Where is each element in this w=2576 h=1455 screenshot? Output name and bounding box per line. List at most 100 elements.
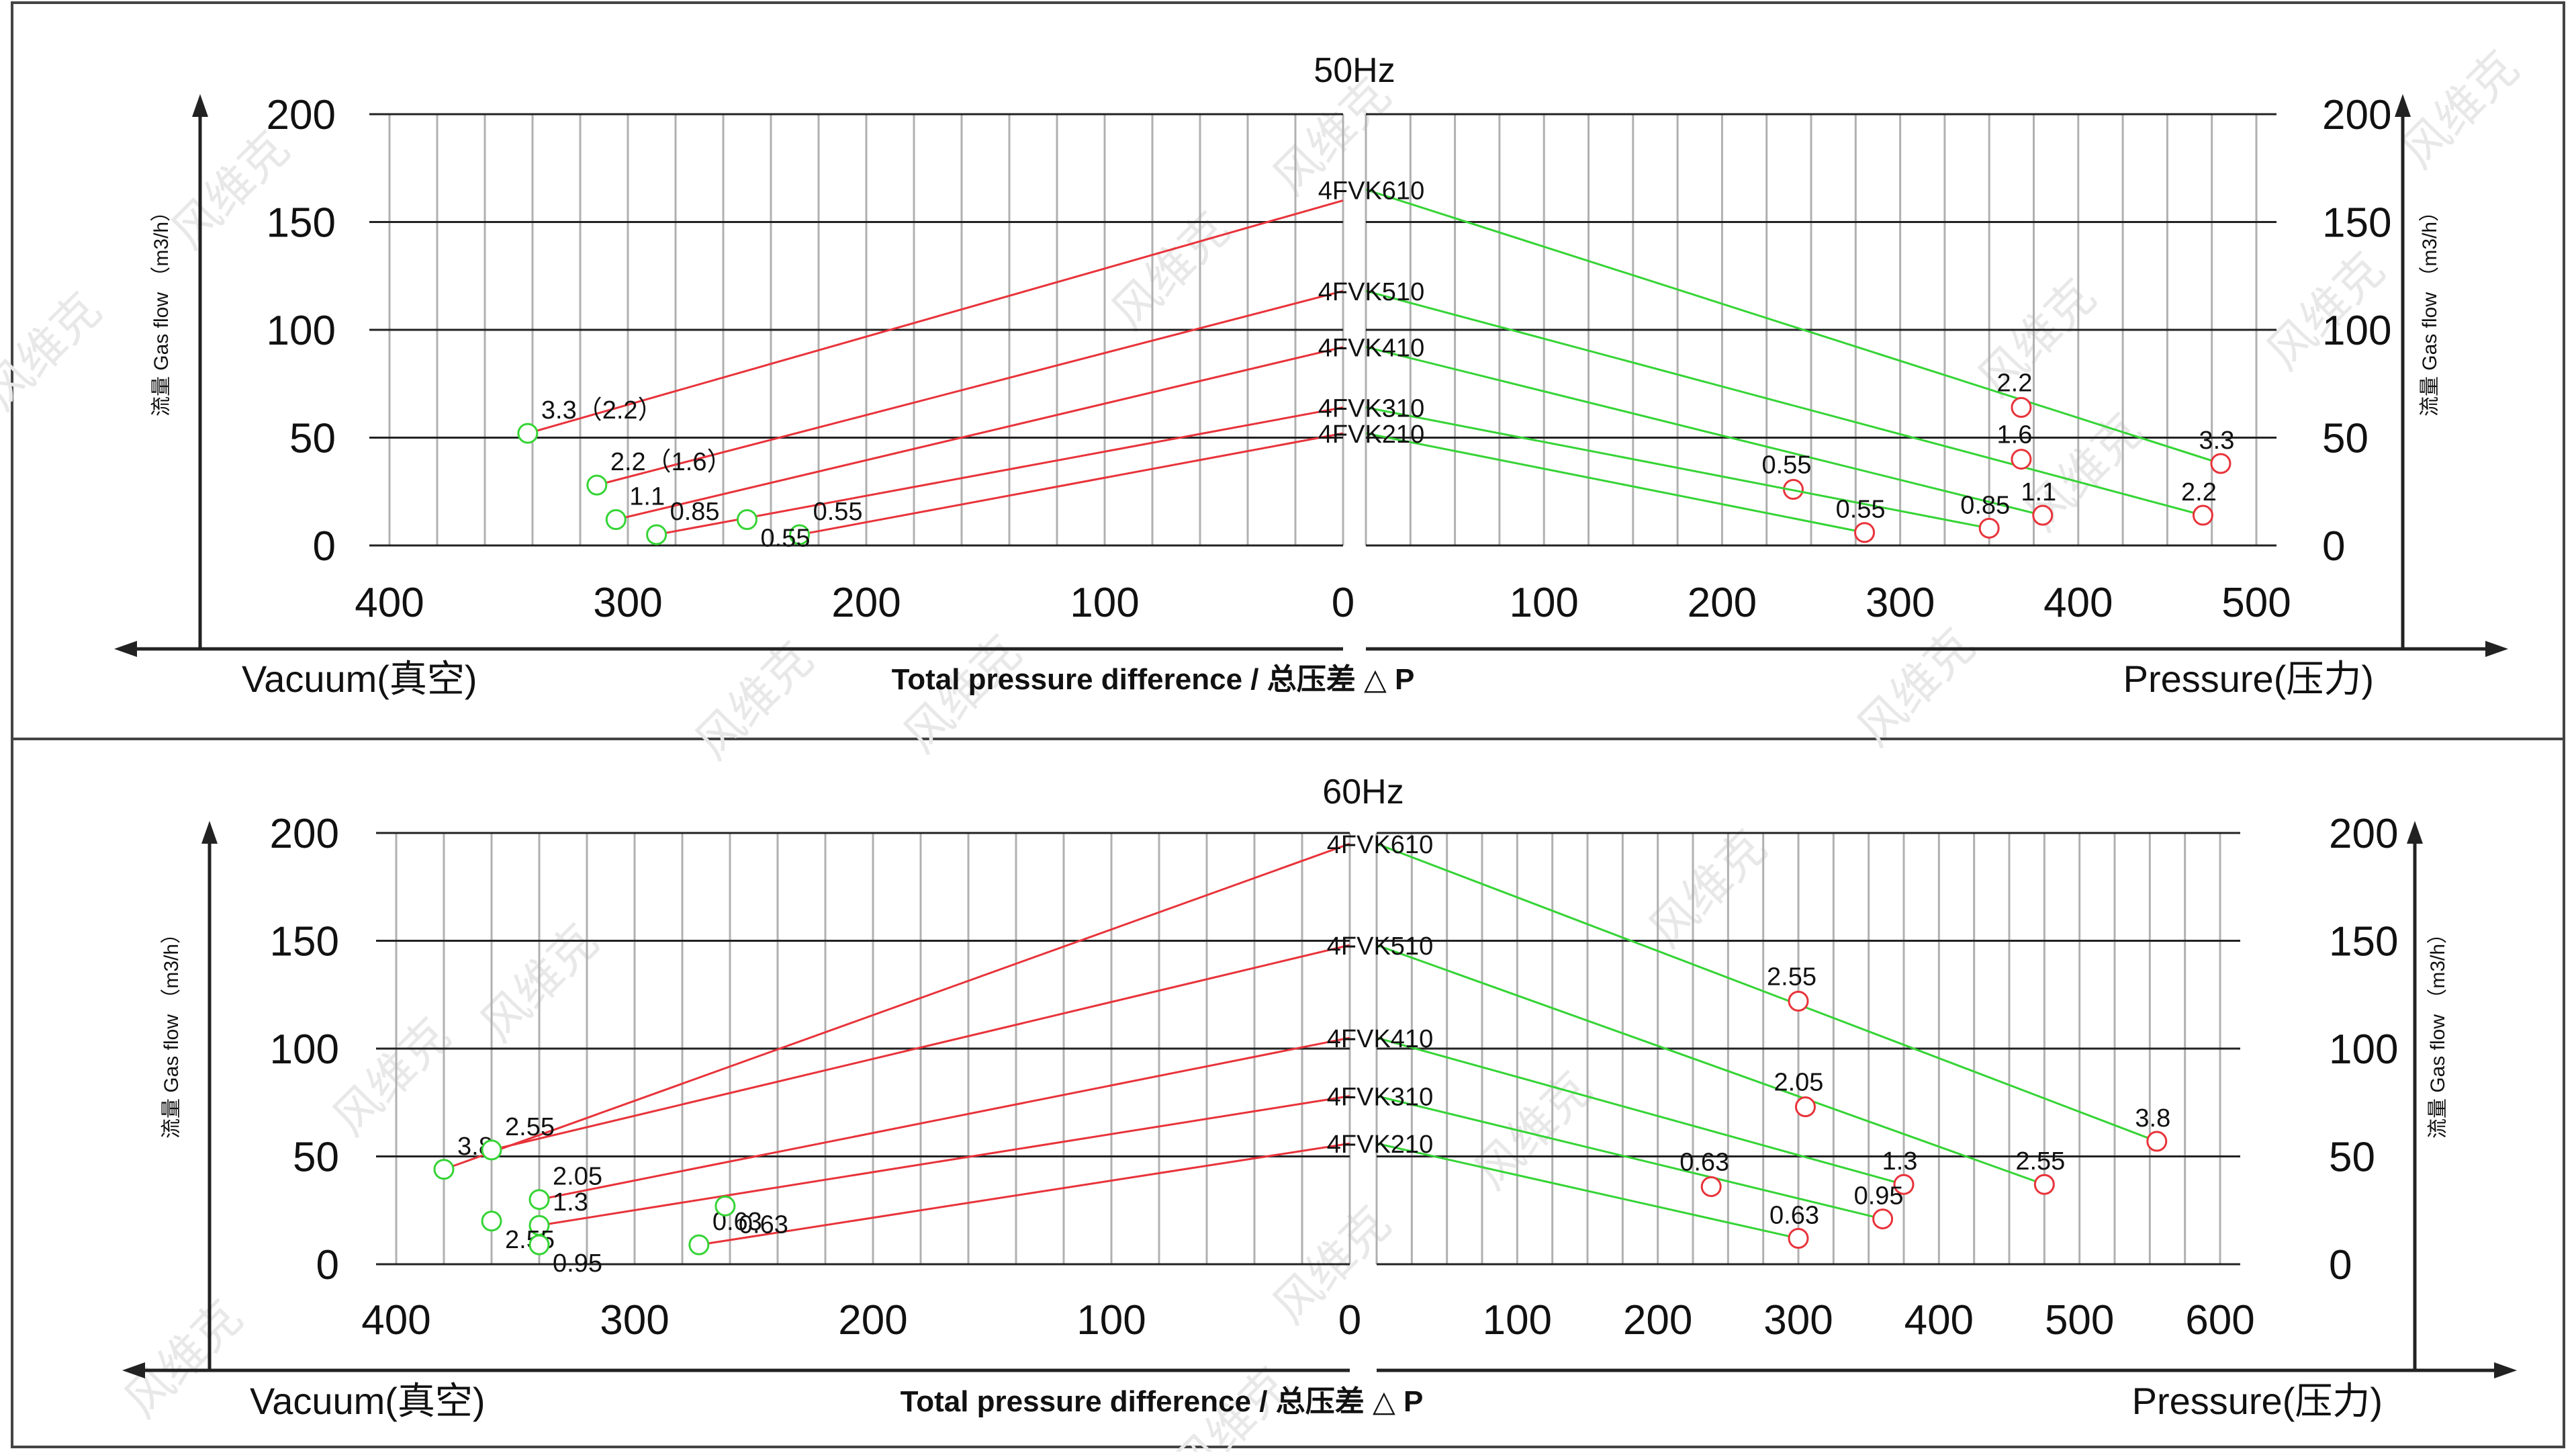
series-name-label: 4FVK510 — [1318, 278, 1424, 306]
data-point-marker — [2192, 504, 2213, 526]
x-tick-label: 0 — [1332, 580, 1354, 626]
vacuum-axis-label: Vacuum(真空) — [242, 658, 477, 700]
data-label: 0.55 — [761, 524, 811, 552]
data-label: 0.55 — [1761, 451, 1811, 480]
outer-frame — [11, 1, 2565, 1448]
watermark-text: 风维克 — [322, 1008, 461, 1146]
data-point-marker — [1978, 517, 2000, 539]
series-name-label: 4FVK310 — [1327, 1084, 1433, 1112]
series-name-label: 4FVK410 — [1327, 1025, 1433, 1053]
series-line-4FVK310-vacuum — [656, 406, 1344, 536]
data-point-marker — [433, 1159, 455, 1180]
watermark-text: 风维克 — [1639, 820, 1777, 958]
series-line-4FVK510-vacuum — [596, 290, 1344, 486]
data-point-marker — [1788, 990, 1809, 1012]
y-tick-label: 200 — [267, 92, 336, 138]
series-line-4FVK310-pressure — [1365, 406, 1990, 529]
series-line-4FVK510-pressure — [1376, 944, 2045, 1186]
data-point-marker — [2210, 453, 2232, 474]
data-label: 2.2 — [1997, 369, 2033, 398]
x-axis-label: Total pressure difference / 总压差 △ P — [892, 663, 1415, 696]
series-name-label: 4FVK410 — [1318, 335, 1424, 363]
data-point-marker — [528, 1234, 550, 1255]
data-point-marker — [528, 1189, 550, 1210]
y-tick-label: 50 — [2322, 416, 2368, 462]
series-line-4FVK610-vacuum — [443, 842, 1350, 1171]
y-axis-label-right: 流量 Gas flow （m3/h） — [2419, 202, 2441, 416]
series-name-label: 4FVK510 — [1327, 932, 1433, 961]
arrow-up-icon — [2395, 94, 2411, 117]
data-label: 2.55 — [2015, 1147, 2065, 1176]
data-point-marker — [517, 423, 539, 444]
x-tick-label: 500 — [2221, 580, 2291, 626]
x-tick-label: 100 — [1076, 1297, 1146, 1343]
series-line-4FVK410-vacuum — [539, 1037, 1350, 1201]
data-point-marker — [1872, 1208, 1894, 1230]
y-tick-label: 150 — [267, 200, 336, 247]
data-label: 0.63 — [1769, 1201, 1819, 1229]
series-line-4FVK210-vacuum — [698, 1142, 1350, 1246]
data-point-marker — [646, 524, 668, 545]
x-tick-label: 400 — [2043, 580, 2113, 626]
series-line-4FVK410-pressure — [1376, 1037, 1904, 1186]
data-label: 0.85 — [1960, 491, 2010, 519]
data-point-marker — [605, 509, 627, 530]
arrow-left-icon — [122, 1362, 145, 1378]
series-line-4FVK510-pressure — [1365, 290, 2203, 517]
x-tick-label: 600 — [2185, 1297, 2254, 1343]
watermark-text: 风维克 — [685, 631, 823, 770]
series-line-4FVK610-vacuum — [527, 199, 1344, 435]
y-tick-label: 50 — [293, 1135, 339, 1181]
arrow-right-icon — [2494, 1362, 2517, 1378]
y-tick-label: 0 — [313, 523, 336, 570]
data-label: 3.8 — [2135, 1104, 2170, 1133]
y-tick-label: 100 — [2322, 308, 2391, 354]
data-point-marker — [1700, 1176, 1722, 1197]
x-tick-label: 200 — [831, 580, 901, 626]
series-line-4FVK610-pressure — [1376, 842, 2158, 1143]
y-tick-label: 150 — [270, 919, 339, 965]
data-label: 0.95 — [1854, 1182, 1904, 1210]
y-tick-label: 150 — [2322, 200, 2391, 247]
data-label: 2.2 — [2181, 478, 2217, 506]
series-name-label: 4FVK310 — [1318, 395, 1424, 423]
y-tick-label: 150 — [2329, 919, 2398, 965]
series-line-4FVK310-vacuum — [539, 1095, 1350, 1227]
y-tick-label: 200 — [270, 811, 339, 857]
data-label: 0.95 — [553, 1249, 602, 1278]
data-point-marker — [2011, 449, 2032, 470]
y-tick-label: 100 — [270, 1026, 339, 1073]
x-tick-label: 100 — [1070, 580, 1139, 626]
arrow-up-icon — [192, 94, 208, 117]
x-tick-label: 400 — [1904, 1297, 1974, 1343]
data-point-marker — [2011, 397, 2032, 418]
series-line-4FVK310-pressure — [1376, 1095, 1883, 1221]
data-point-marker — [481, 1139, 502, 1161]
watermark-text: 风维克 — [114, 1290, 252, 1428]
arrow-left-icon — [114, 641, 137, 657]
data-label: 2.05 — [1774, 1069, 1823, 1097]
y-tick-label: 100 — [2329, 1026, 2398, 1073]
series-name-label: 4FVK610 — [1327, 831, 1433, 859]
watermark-text: 风维克 — [2391, 40, 2529, 179]
data-label: 1.6 — [1997, 421, 2033, 449]
data-point-marker — [481, 1210, 502, 1232]
x-tick-label: 100 — [1509, 580, 1578, 626]
data-label: 1.1 — [629, 482, 665, 511]
series-name-label: 4FVK210 — [1318, 421, 1424, 449]
vacuum-axis-label: Vacuum(真空) — [250, 1380, 486, 1422]
data-point-marker — [2033, 1174, 2055, 1195]
y-axis-label-left: 流量 Gas flow （m3/h） — [160, 924, 183, 1139]
arrow-up-icon — [2407, 821, 2423, 844]
series-line-4FVK210-pressure — [1376, 1142, 1799, 1239]
x-tick-label: 200 — [838, 1297, 907, 1343]
data-label: 1.3 — [1882, 1147, 1918, 1176]
data-label: 0.55 — [813, 498, 863, 526]
x-tick-label: 100 — [1483, 1297, 1552, 1343]
data-point-marker — [2032, 504, 2054, 526]
y-tick-label: 0 — [2329, 1242, 2352, 1288]
data-label: 2.55 — [1767, 963, 1816, 991]
y-tick-label: 0 — [2322, 523, 2345, 570]
